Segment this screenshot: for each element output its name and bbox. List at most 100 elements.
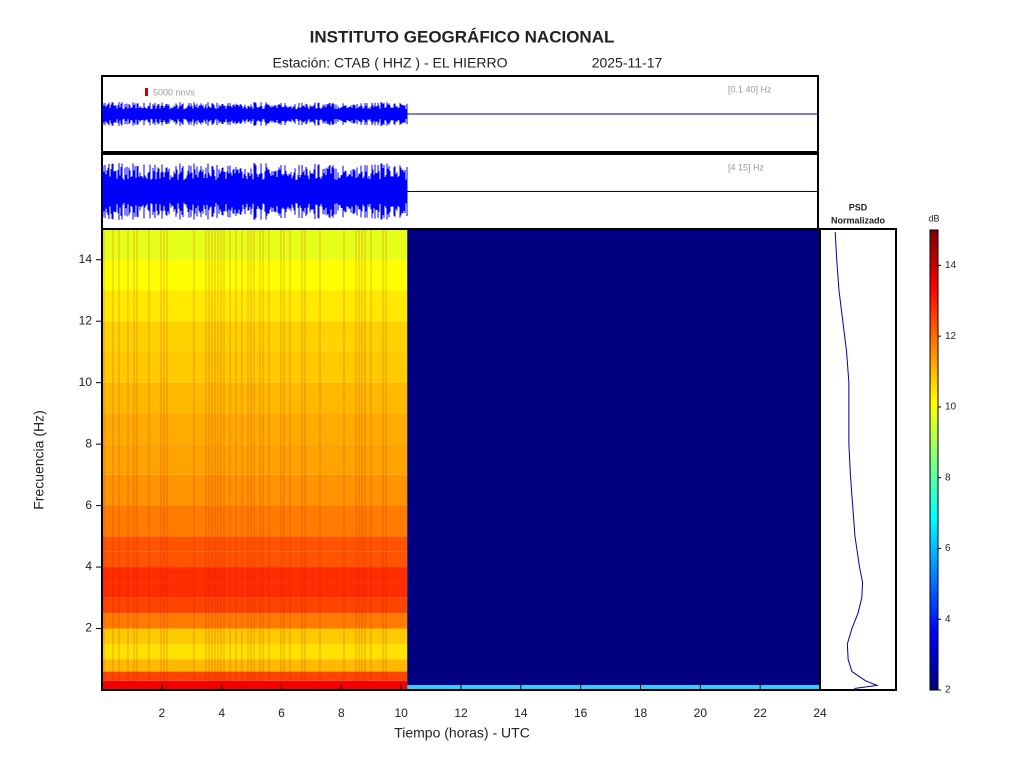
colorbar-step: [930, 432, 938, 438]
colorbar-step: [930, 538, 938, 544]
colorbar-step: [930, 598, 938, 604]
colorbar-step: [930, 473, 938, 479]
colorbar-step: [930, 547, 938, 553]
spectrogram-band: [102, 290, 408, 322]
colorbar-step: [930, 262, 938, 268]
colorbar-step: [930, 464, 938, 470]
spectrogram-band: [102, 643, 408, 660]
y-axis-label: Frecuencia (Hz): [31, 410, 47, 510]
colorbar-step: [930, 639, 938, 645]
colorbar-step: [930, 322, 938, 328]
colorbar-step: [930, 280, 938, 286]
colorbar-step: [930, 625, 938, 631]
colorbar-step: [930, 455, 938, 461]
colorbar-step: [930, 685, 938, 691]
spectrogram-band: [102, 229, 408, 260]
spectrogram-band: [102, 413, 408, 445]
colorbar-step: [930, 667, 938, 673]
date: 2025-11-17: [592, 55, 663, 71]
colorbar-step: [930, 386, 938, 392]
y-tick-label: 2: [85, 621, 92, 635]
colorbar-tick-label: 6: [945, 543, 951, 554]
colorbar-tick-label: 10: [945, 402, 957, 413]
colorbar-step: [930, 519, 938, 525]
x-tick-label: 20: [694, 706, 708, 720]
colorbar-step: [930, 441, 938, 447]
x-tick-label: 22: [753, 706, 767, 720]
spectrogram-band: [102, 597, 408, 614]
spectrogram-band: [102, 613, 408, 629]
psd-subtitle: Normalizado: [831, 215, 886, 225]
colorbar-step: [930, 354, 938, 360]
colorbar-step: [930, 294, 938, 300]
colorbar-step: [930, 483, 938, 489]
colorbar-tick-label: 8: [945, 472, 951, 483]
y-tick-label: 10: [79, 375, 93, 389]
colorbar-step: [930, 533, 938, 539]
colorbar-step: [930, 363, 938, 369]
colorbar-step: [930, 317, 938, 323]
x-tick-label: 18: [634, 706, 648, 720]
spectrogram-band: [102, 659, 408, 672]
colorbar-step: [930, 552, 938, 558]
colorbar-step: [930, 257, 938, 263]
colorbar-step: [930, 418, 938, 424]
spectrogram-band: [102, 474, 408, 506]
colorbar-step: [930, 570, 938, 576]
colorbar-step: [930, 289, 938, 295]
y-tick-label: 12: [79, 313, 93, 327]
colorbar-step: [930, 312, 938, 318]
no-data: [407, 229, 820, 690]
x-tick-label: 8: [338, 706, 345, 720]
colorbar-step: [930, 510, 938, 516]
x-tick-label: 16: [574, 706, 588, 720]
spectrogram-band: [102, 671, 408, 681]
colorbar-step: [930, 276, 938, 282]
colorbar-step: [930, 634, 938, 640]
colorbar-step: [930, 239, 938, 245]
band-label: [0.1 40] Hz: [728, 84, 772, 94]
x-tick-label: 24: [813, 706, 827, 720]
colorbar-step: [930, 671, 938, 677]
colorbar-step: [930, 427, 938, 433]
x-tick-label: 14: [514, 706, 528, 720]
colorbar-step: [930, 372, 938, 378]
colorbar-step: [930, 524, 938, 530]
colorbar-step: [930, 529, 938, 535]
colorbar-label: dB: [928, 213, 939, 223]
scale-bar: [145, 88, 148, 96]
x-tick-label: 10: [394, 706, 408, 720]
x-tick-label: 12: [454, 706, 468, 720]
colorbar-step: [930, 588, 938, 594]
colorbar-step: [930, 542, 938, 548]
colorbar-step: [930, 478, 938, 484]
y-tick-label: 8: [85, 436, 92, 450]
colorbar-step: [930, 492, 938, 498]
colorbar-step: [930, 414, 938, 420]
colorbar-step: [930, 243, 938, 249]
colorbar-step: [930, 501, 938, 507]
colorbar-step: [930, 368, 938, 374]
spectrogram-band: [102, 551, 408, 568]
colorbar-step: [930, 657, 938, 663]
spectrogram-band: [102, 444, 408, 475]
colorbar-step: [930, 234, 938, 240]
colorbar-tick-label: 2: [945, 685, 951, 696]
colorbar-step: [930, 680, 938, 686]
colorbar-step: [930, 616, 938, 622]
waveform: [102, 102, 408, 126]
colorbar-step: [930, 593, 938, 599]
colorbar-step: [930, 450, 938, 456]
scale-label: 5000 nm/s: [153, 87, 196, 97]
colorbar-step: [930, 662, 938, 668]
no-data-bottom: [407, 685, 820, 689]
colorbar-step: [930, 644, 938, 650]
spectrogram-band: [102, 582, 408, 598]
psd-frame: [819, 228, 897, 691]
colorbar-step: [930, 437, 938, 443]
colorbar-step: [930, 561, 938, 567]
colorbar-tick-label: 4: [945, 614, 951, 625]
colorbar-step: [930, 299, 938, 305]
colorbar-step: [930, 575, 938, 581]
spectrogram-band: [102, 382, 408, 414]
